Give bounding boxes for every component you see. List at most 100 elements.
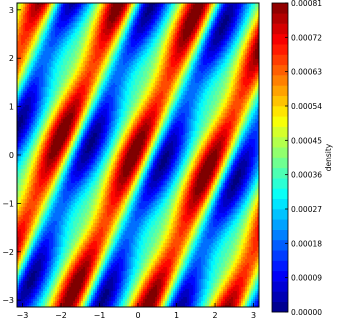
heatmap-cell xyxy=(191,7,194,10)
heatmap-cell xyxy=(37,21,40,24)
heatmap-cell xyxy=(187,7,190,10)
heatmap-cell xyxy=(225,11,228,14)
heatmap-cell xyxy=(181,35,184,38)
heatmap-cell xyxy=(249,15,252,18)
heatmap-cell xyxy=(187,3,190,6)
heatmap-cell xyxy=(251,5,254,8)
heatmap-cell xyxy=(141,15,144,18)
heatmap-cell xyxy=(229,15,232,18)
heatmap-cell xyxy=(79,33,82,36)
heatmap-cell xyxy=(67,25,70,28)
heatmap-cell xyxy=(103,15,106,18)
heatmap-cell xyxy=(225,33,228,36)
heatmap-cell xyxy=(171,9,174,12)
heatmap-cell xyxy=(37,33,40,36)
heatmap-cell xyxy=(97,23,100,26)
heatmap-cell xyxy=(73,13,76,16)
heatmap-cell xyxy=(87,15,90,18)
heatmap-cell xyxy=(75,7,78,10)
heatmap-cell xyxy=(137,23,140,26)
heatmap-cell xyxy=(227,27,230,30)
heatmap-cell xyxy=(183,15,186,18)
heatmap-cell xyxy=(183,25,186,28)
heatmap-cell xyxy=(47,3,50,6)
heatmap-cell xyxy=(49,33,52,36)
heatmap-cell xyxy=(149,23,152,26)
heatmap-cell xyxy=(55,19,58,22)
heatmap-cell xyxy=(145,7,148,10)
heatmap-cell xyxy=(249,7,252,10)
heatmap-cell xyxy=(151,13,154,16)
heatmap-cell xyxy=(129,7,132,10)
heatmap-cell xyxy=(35,7,38,10)
heatmap-cell xyxy=(213,17,216,20)
heatmap-cell xyxy=(55,31,58,34)
heatmap-cell xyxy=(179,31,182,34)
heatmap-cell xyxy=(223,31,226,34)
heatmap-cell xyxy=(87,13,90,16)
heatmap-cell xyxy=(85,35,88,38)
heatmap-cell xyxy=(19,33,22,36)
heatmap-cell xyxy=(111,35,114,38)
heatmap-cell xyxy=(119,5,122,8)
heatmap-cell xyxy=(91,15,94,18)
heatmap-cell xyxy=(59,7,62,10)
heatmap-cell xyxy=(139,9,142,12)
heatmap-cell xyxy=(241,7,244,10)
heatmap-cell xyxy=(235,25,238,28)
heatmap-cell xyxy=(227,31,230,34)
heatmap-cell xyxy=(217,15,220,18)
heatmap-cell xyxy=(165,9,168,12)
heatmap-cell xyxy=(83,13,86,16)
heatmap-cell xyxy=(161,33,164,36)
heatmap-cell xyxy=(109,31,112,34)
heatmap-cell xyxy=(43,5,46,8)
heatmap-cell xyxy=(143,21,146,24)
heatmap-cell xyxy=(63,3,66,6)
heatmap-cell xyxy=(59,27,62,30)
heatmap-cell xyxy=(239,21,242,24)
heatmap-cell xyxy=(215,9,218,12)
heatmap-cell xyxy=(103,7,106,10)
heatmap-cell xyxy=(193,35,196,38)
heatmap-cell xyxy=(91,33,94,36)
heatmap-cell xyxy=(185,7,188,10)
heatmap-cell xyxy=(173,21,176,24)
heatmap-cell xyxy=(133,33,136,36)
heatmap-cell xyxy=(167,33,170,36)
heatmap-cell xyxy=(179,13,182,16)
heatmap-cell xyxy=(143,13,146,16)
heatmap-cell xyxy=(69,25,72,28)
heatmap-cell xyxy=(41,7,44,10)
heatmap-cell xyxy=(253,17,256,20)
heatmap-cell xyxy=(149,15,152,18)
heatmap-cell xyxy=(43,31,46,34)
heatmap-cell xyxy=(237,9,240,12)
heatmap-cell xyxy=(101,9,104,12)
heatmap-cell xyxy=(137,29,140,32)
heatmap-cell xyxy=(75,31,78,34)
heatmap-cell xyxy=(137,3,140,6)
heatmap-cell xyxy=(163,23,166,26)
heatmap-cell xyxy=(21,11,24,14)
heatmap-cell xyxy=(225,27,228,30)
heatmap-cell xyxy=(243,17,246,20)
heatmap-cell xyxy=(255,21,258,24)
heatmap-cell xyxy=(157,13,160,16)
heatmap-cell xyxy=(39,15,42,18)
heatmap-cell xyxy=(217,27,220,30)
heatmap-cell xyxy=(119,25,122,28)
heatmap-cell xyxy=(199,29,202,32)
heatmap-cell xyxy=(177,31,180,34)
heatmap-cell xyxy=(91,23,94,26)
heatmap-cell xyxy=(195,9,198,12)
heatmap-cell xyxy=(143,29,146,32)
heatmap-cell xyxy=(185,23,188,26)
heatmap-cell xyxy=(255,23,258,26)
heatmap-cell xyxy=(139,25,142,28)
heatmap-cell xyxy=(61,5,64,8)
heatmap-cell xyxy=(195,3,198,6)
heatmap-cell xyxy=(173,35,176,38)
heatmap-cell xyxy=(237,27,240,30)
